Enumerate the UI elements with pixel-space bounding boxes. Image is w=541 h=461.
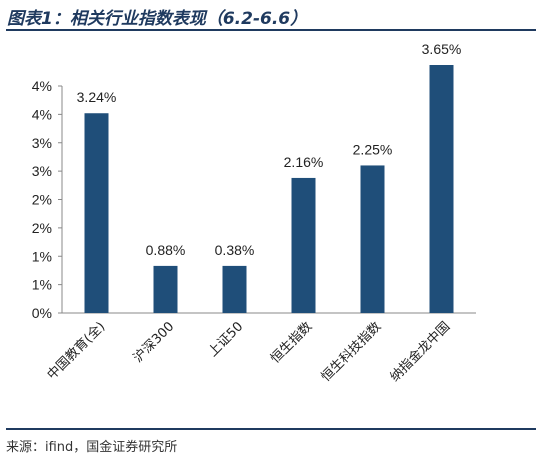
title-rule xyxy=(6,29,536,31)
x-category-label-3: 上证50 xyxy=(206,319,247,360)
y-tick-label: 1% xyxy=(32,248,52,264)
y-tick-label: 0% xyxy=(32,305,52,321)
data-label-1: 3.24% xyxy=(77,89,117,105)
y-tick-label: 3% xyxy=(32,163,52,179)
bars xyxy=(84,65,454,314)
x-category-label-2: 沪深300 xyxy=(130,319,177,366)
x-category-label-6: 纳指金龙中国 xyxy=(387,319,453,385)
data-label-4: 2.16% xyxy=(284,154,324,170)
data-labels: 3.24% 0.88% 0.38% 2.16% 2.25% 3.65% xyxy=(77,41,462,258)
data-label-2: 0.88% xyxy=(146,242,186,258)
y-tick-label: 3% xyxy=(32,135,52,151)
x-category-label-1: 中国教育(全) xyxy=(44,319,108,383)
bar-4 xyxy=(291,177,316,313)
bar-6 xyxy=(429,65,454,313)
y-tick-label: 4% xyxy=(32,78,52,94)
y-tick-label: 2% xyxy=(32,192,52,208)
x-category-label-5: 恒生科技指数 xyxy=(319,319,385,385)
data-label-6: 3.65% xyxy=(422,41,462,57)
y-tick-label: 4% xyxy=(32,106,52,122)
y-tick-label: 2% xyxy=(32,220,52,236)
y-tick-label: 1% xyxy=(32,277,52,293)
data-label-3: 0.38% xyxy=(215,242,255,258)
y-axis-ticks: 0% 1% 1% 2% 2% 3% 3% 4% 4% xyxy=(32,78,62,321)
figure-title: 图表1：相关行业指数表现（6.2-6.6） xyxy=(7,9,308,29)
x-axis-categories: 中国教育(全) 沪深300 上证50 恒生指数 恒生科技指数 纳指金龙中国 xyxy=(44,319,453,385)
bar-1 xyxy=(84,113,109,314)
bar-5 xyxy=(360,165,385,313)
data-label-5: 2.25% xyxy=(353,141,393,157)
bar-3 xyxy=(222,265,247,313)
bar-2 xyxy=(153,265,178,313)
x-category-label-4: 恒生指数 xyxy=(268,319,315,366)
source-note: 来源：ifind，国金证券研究所 xyxy=(6,440,178,455)
source-rule xyxy=(6,428,536,430)
